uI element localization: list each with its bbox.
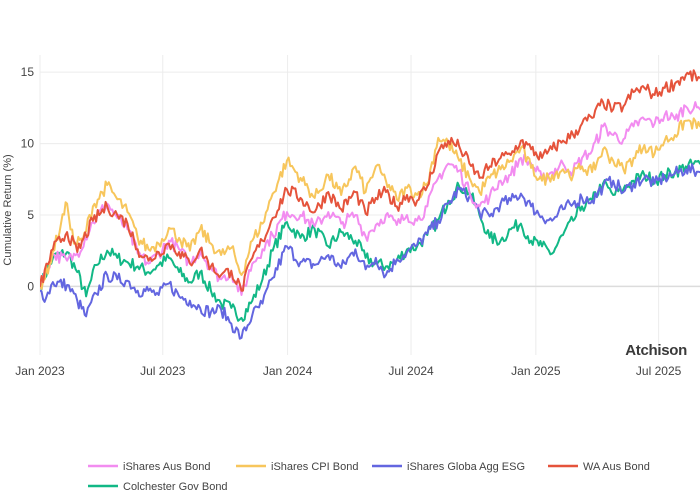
series-line-4 (40, 158, 700, 322)
x-tick-label: Jul 2024 (388, 364, 434, 378)
atchison-watermark: Atchison (625, 342, 687, 359)
legend-label-3[interactable]: WA Aus Bond (583, 461, 650, 473)
series-lines (40, 69, 700, 340)
legend-label-0[interactable]: iShares Aus Bond (123, 461, 210, 473)
y-tick-label: 0 (27, 279, 34, 293)
series-line-1 (40, 117, 700, 290)
x-tick-label: Jan 2025 (511, 364, 561, 378)
x-tick-label: Jan 2024 (263, 364, 313, 378)
legend-label-1[interactable]: iShares CPI Bond (271, 461, 358, 473)
series-line-2 (40, 163, 700, 340)
x-tick-label: Jan 2023 (15, 364, 65, 378)
x-tick-label: Jul 2023 (140, 364, 186, 378)
series-line-3 (40, 69, 700, 292)
y-tick-label: 5 (27, 208, 34, 222)
x-tick-label: Jul 2025 (636, 364, 682, 378)
y-axis-ticks: 0 5 10 15 (21, 65, 35, 293)
legend-label-4[interactable]: Colchester Gov Bond (123, 481, 228, 493)
series-line-0 (40, 101, 700, 296)
plot-area (40, 69, 700, 340)
y-axis-title: Cumulative Return (%) (2, 154, 14, 265)
y-tick-label: 15 (21, 65, 35, 79)
legend-label-2[interactable]: iShares Globa Agg ESG (407, 461, 525, 473)
gridlines (39, 55, 700, 355)
legend: iShares Aus Bond iShares CPI Bond iShares … (88, 461, 650, 493)
y-tick-label: 10 (21, 137, 35, 151)
x-axis-ticks: Jan 2023 Jul 2023 Jan 2024 Jul 2024 Jan 2025… (15, 364, 681, 378)
